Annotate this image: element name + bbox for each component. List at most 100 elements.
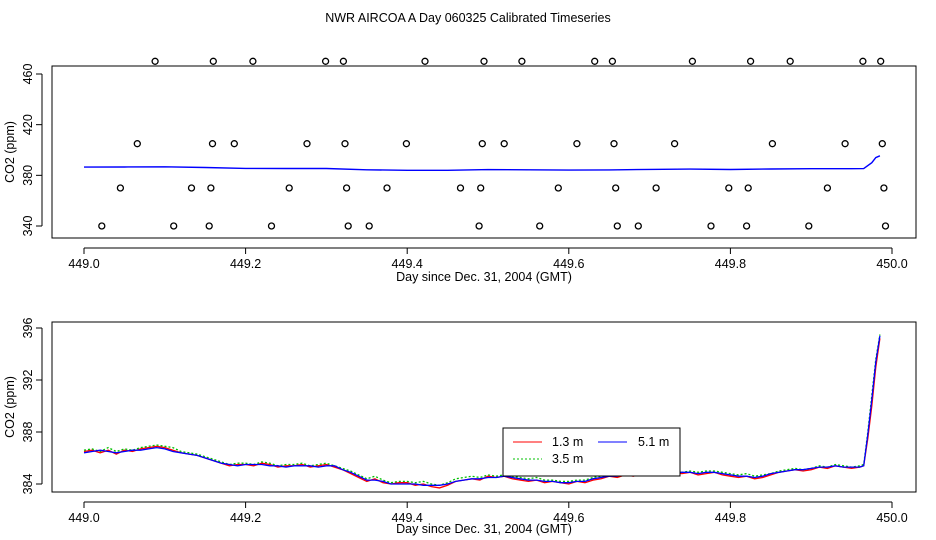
legend-label-1: 1.3 m [552,435,583,449]
calibration-point [207,184,215,192]
calibration-point [208,140,217,148]
calibration-point [98,222,106,230]
bottom-y-axis-label: CO2 (ppm) [3,376,17,438]
calibration-point [634,222,642,230]
series-line-1 [83,338,881,489]
calibration-point [536,222,544,230]
calibration-point [303,140,311,148]
calibration-point [341,140,349,148]
x-tick-label: 449.0 [68,511,99,525]
calibration-point [652,184,660,192]
calibration-point [610,140,618,148]
legend-label-2: 3.5 m [552,452,583,466]
calibration-points-group [98,57,890,230]
calibration-point [881,222,890,230]
bottom-plot-frame [51,321,917,493]
x-tick-label: 450.0 [876,257,907,271]
calibration-point [746,57,755,65]
calibration-point [768,140,777,148]
x-tick-label: 449.4 [392,511,423,525]
y-tick-label: 420 [21,114,35,135]
y-tick-label: 340 [21,216,35,237]
calibration-point [880,184,888,192]
legend-label-3: 5.1 m [638,435,669,449]
calibration-point [205,222,213,230]
x-tick-label: 449.2 [230,511,261,525]
series-line-3 [83,335,881,486]
y-tick-label: 384 [21,474,35,495]
calibration-point [518,57,526,65]
calibration-point [339,57,348,65]
top-x-axis: 449.0 449.2 449.4 449.6 449.8 450.0 [68,247,908,271]
calibration-point [823,184,832,192]
calibration-point [859,57,867,65]
calibration-point [478,140,486,148]
top-panel: 449.0 449.2 449.4 449.6 449.8 450.0 340 380 420… [3,57,917,284]
calibration-point [841,140,849,148]
calibration-point [480,57,488,65]
calibration-point [209,57,217,65]
calibration-point [500,140,508,148]
figure-title: NWR AIRCOA A Day 060325 Calibrated Times… [325,11,611,25]
calibration-point [591,57,599,65]
top-y-axis-label: CO2 (ppm) [3,121,17,183]
y-tick-label: 380 [21,165,35,186]
y-tick-label: 388 [21,422,35,443]
x-tick-label: 449.0 [68,257,99,271]
y-tick-label: 396 [21,318,35,339]
calibration-point [421,57,429,65]
calibration-point [344,222,352,230]
calibration-point [742,222,751,230]
x-tick-label: 449.6 [553,257,584,271]
legend: 1.3 m 5.1 m 3.5 m [502,427,681,477]
y-tick-label: 460 [21,64,35,85]
x-tick-label: 449.6 [553,511,584,525]
calibration-point [249,57,257,65]
calibration-point [321,57,330,65]
calibration-point [285,184,293,192]
series-lines-group [83,334,881,489]
bottom-panel: 449.0 449.2 449.4 449.6 449.8 450.0 384 388 392… [3,318,917,536]
calibration-point [612,184,620,192]
bottom-x-axis-label: Day since Dec. 31, 2004 (GMT) [396,522,572,536]
calibration-point [383,184,391,192]
bottom-x-axis: 449.0 449.2 449.4 449.6 449.8 450.0 [68,501,908,525]
calibration-point [805,222,813,230]
calibration-point [608,57,617,65]
y-tick-label: 392 [21,370,35,391]
calibration-point [477,184,485,192]
top-plot-frame [51,65,917,239]
calibration-point [456,184,465,192]
calibration-point [573,140,581,148]
calibration-point [744,184,752,192]
calibration-point [877,57,885,65]
calibration-point [554,184,562,192]
calibration-point [365,222,373,230]
ambient-line-group [83,155,881,172]
x-tick-label: 449.8 [715,257,746,271]
x-tick-label: 449.8 [715,511,746,525]
calibration-point [402,140,411,148]
calibration-point [187,184,196,192]
x-tick-label: 449.2 [230,257,261,271]
calibration-point [707,222,715,230]
calibration-point [688,57,697,65]
x-tick-label: 449.4 [392,257,423,271]
calibration-point [133,140,141,148]
calibration-point [170,222,178,230]
calibration-point [267,222,276,230]
calibration-point [725,184,733,192]
top-y-axis: 340 380 420 460 [21,64,43,237]
calibration-point [230,140,238,148]
top-x-axis-label: Day since Dec. 31, 2004 (GMT) [396,270,572,284]
calibration-point [670,140,679,148]
legend-box [502,427,681,477]
calibration-point [786,57,794,65]
ambient-co2-line [83,155,881,172]
calibration-point [116,184,125,192]
bottom-y-axis: 384 388 392 396 [21,318,43,495]
x-tick-label: 450.0 [876,511,907,525]
calibration-point [342,184,351,192]
calibration-point [613,222,621,230]
